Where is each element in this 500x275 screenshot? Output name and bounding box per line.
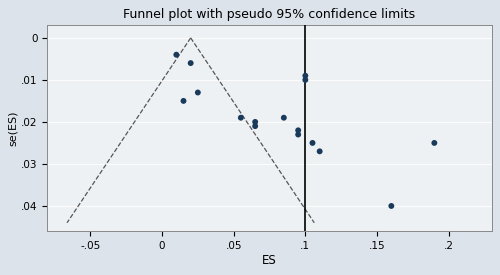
- Point: [302, 73, 310, 78]
- Point: [186, 61, 194, 65]
- Point: [388, 204, 396, 208]
- Point: [280, 116, 288, 120]
- Point: [302, 78, 310, 82]
- Title: Funnel plot with pseudo 95% confidence limits: Funnel plot with pseudo 95% confidence l…: [124, 8, 416, 21]
- Point: [194, 90, 202, 95]
- X-axis label: ES: ES: [262, 254, 277, 267]
- Point: [294, 132, 302, 137]
- Point: [251, 124, 259, 128]
- Point: [237, 116, 245, 120]
- Point: [308, 141, 316, 145]
- Point: [172, 53, 180, 57]
- Point: [316, 149, 324, 153]
- Point: [251, 120, 259, 124]
- Y-axis label: se(ES): se(ES): [8, 111, 18, 146]
- Point: [430, 141, 438, 145]
- Point: [180, 99, 188, 103]
- Point: [294, 128, 302, 133]
